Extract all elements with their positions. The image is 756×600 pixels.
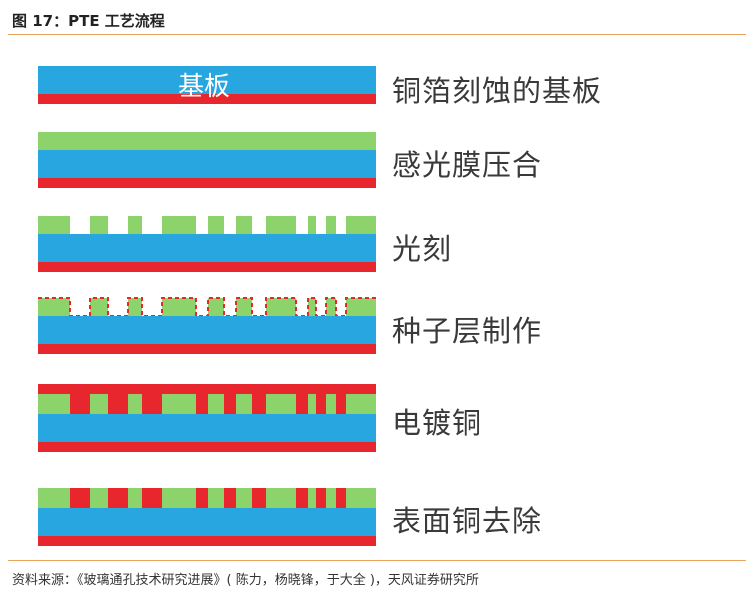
copper-bottom-layer — [38, 344, 376, 354]
film-block — [308, 298, 316, 316]
glass-layer — [38, 234, 376, 262]
film-block — [162, 216, 196, 234]
seed-layer-outline — [38, 297, 376, 317]
film-block — [208, 298, 224, 316]
glass-layer — [38, 508, 376, 536]
step-6-label: 表面铜去除 — [392, 504, 543, 538]
copper-bottom-layer — [38, 262, 376, 272]
film-block — [346, 298, 376, 316]
film-block — [90, 394, 108, 414]
film-block — [90, 488, 108, 508]
film-block — [266, 488, 296, 508]
copper-top-layer — [38, 384, 376, 394]
film-block — [162, 394, 196, 414]
glass-layer — [38, 150, 376, 178]
plated-copper-fill — [38, 394, 376, 414]
film-block — [38, 216, 70, 234]
film-block — [266, 394, 296, 414]
film-block — [326, 216, 336, 234]
figure-footer: 资料来源：《玻璃通孔技术研究进展》( 陈力，杨晓锋，于大全 )，天风证券研究所 — [8, 560, 746, 589]
step-2-stack — [38, 132, 376, 188]
film-block — [38, 298, 70, 316]
film-block — [90, 216, 108, 234]
step-1-stack — [38, 66, 376, 104]
copper-bottom-layer — [38, 442, 376, 452]
film-block — [128, 394, 142, 414]
film-block — [162, 488, 196, 508]
film-block — [128, 488, 142, 508]
step-4-label: 种子层制作 — [392, 314, 543, 348]
film-block — [208, 394, 224, 414]
film-block — [236, 488, 252, 508]
film-block — [308, 488, 316, 508]
film-block — [162, 298, 196, 316]
process-diagram-svg — [38, 66, 376, 546]
step-5-stack — [38, 384, 376, 452]
copper-bottom-layer — [38, 178, 376, 188]
plated-copper-fill — [38, 488, 376, 508]
step-4-stack — [38, 297, 376, 354]
film-block — [90, 298, 108, 316]
step-2-label: 感光膜压合 — [392, 148, 543, 182]
film-block — [208, 488, 224, 508]
glass-layer — [38, 414, 376, 442]
film-block — [128, 216, 142, 234]
film-block — [128, 298, 142, 316]
film-block — [326, 394, 336, 414]
film-block — [38, 488, 70, 508]
copper-bottom-layer — [38, 536, 376, 546]
step-1-label: 铜箔刻蚀的基板 — [392, 74, 603, 108]
source-note: 资料来源：《玻璃通孔技术研究进展》( 陈力，杨晓锋，于大全 )，天风证券研究所 — [12, 573, 479, 588]
step-3-label: 光刻 — [392, 232, 453, 266]
figure-header: 图 17：PTE 工艺流程 — [8, 8, 746, 35]
film-block — [308, 216, 316, 234]
film-block — [308, 394, 316, 414]
film-block — [326, 298, 336, 316]
film-block — [346, 216, 376, 234]
step-3-stack — [38, 216, 376, 272]
figure-title: 图 17：PTE 工艺流程 — [12, 12, 165, 30]
process-diagram: 基板 铜箔刻蚀的基板 感光膜压合 光刻 种子层制作 电镀铜 表面铜去除 — [28, 46, 612, 552]
film-block — [266, 298, 296, 316]
film-block — [346, 488, 376, 508]
film-block — [236, 216, 252, 234]
step-6-stack — [38, 488, 376, 546]
substrate-label: 基板 — [178, 72, 231, 102]
film-block — [346, 394, 376, 414]
film-block — [208, 216, 224, 234]
film-layer — [38, 132, 376, 150]
film-block — [266, 216, 296, 234]
film-block — [38, 394, 70, 414]
glass-layer — [38, 316, 376, 344]
film-block — [326, 488, 336, 508]
glass-layer — [38, 66, 376, 94]
film-block — [236, 298, 252, 316]
copper-bottom-layer — [38, 94, 376, 104]
film-block — [236, 394, 252, 414]
step-5-label: 电镀铜 — [392, 406, 483, 440]
